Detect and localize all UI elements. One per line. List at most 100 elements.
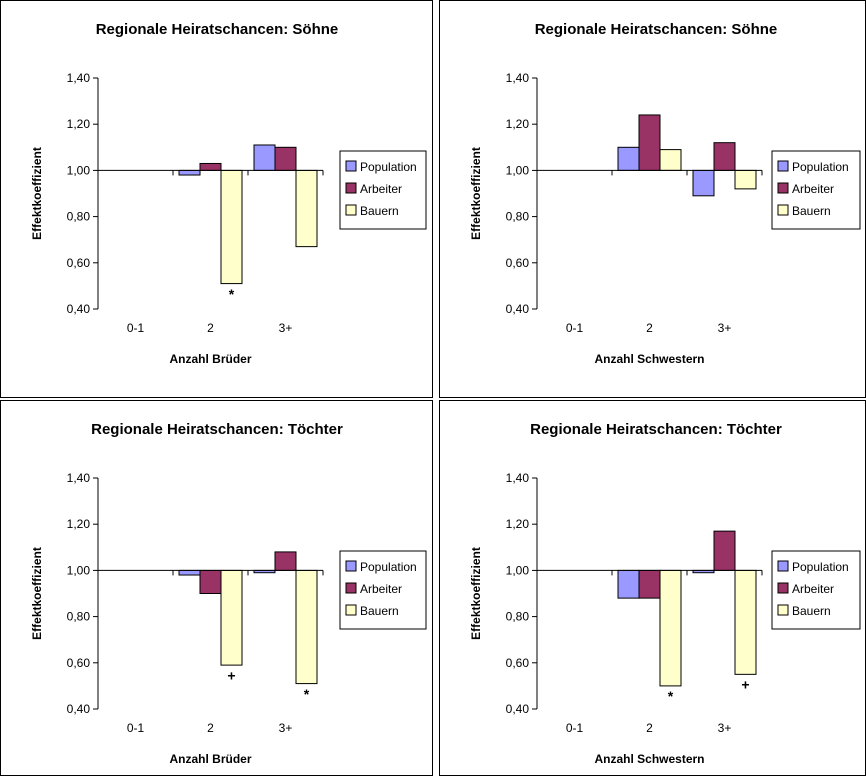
chart-title: Regionale Heiratschancen: Töchter: [91, 421, 343, 438]
bar-bauern-2: [659, 149, 682, 171]
bar-population-3+: [692, 169, 715, 197]
significance-marker: *: [668, 688, 674, 704]
legend-swatch: [345, 560, 357, 572]
y-tick-label: 1,00: [506, 163, 530, 177]
bar-arbeiter-3+: [274, 146, 297, 171]
bar-arbeiter-2: [638, 569, 661, 599]
y-tick-label: 0,40: [67, 702, 91, 716]
chart-title: Regionale Heiratschancen: Töchter: [530, 421, 782, 438]
bar-population-2: [617, 569, 640, 599]
y-tick-label: 0,80: [506, 610, 530, 624]
y-axis-label: Effektkoeffizient: [469, 547, 483, 640]
legend-swatch: [777, 582, 789, 594]
chart-panel-toechter-brueder: Regionale Heiratschancen: Töchter 0,40 0,6…: [0, 400, 433, 776]
y-tick-label: 1,00: [506, 563, 530, 577]
y-tick-label: 0,60: [67, 656, 91, 670]
bar-arbeiter-3+: [274, 551, 297, 571]
chart-title: Regionale Heiratschancen: Söhne: [535, 21, 778, 38]
x-axis-label: Anzahl Schwestern: [594, 752, 704, 766]
chart-panel-toechter-schwestern: Regionale Heiratschancen: Töchter 0,40 0,6…: [439, 400, 866, 776]
y-tick-label: 1,40: [506, 71, 530, 85]
y-tick-label: 0,60: [67, 256, 91, 270]
bar-bauern-2: [220, 569, 243, 666]
y-tick-label: 1,00: [67, 163, 91, 177]
y-tick-label: 1,20: [67, 117, 91, 131]
legend-swatch: [777, 160, 789, 172]
bar-bauern-2: [659, 569, 682, 687]
x-tick-label: 0-1: [566, 721, 584, 735]
legend-entry: Arbeiter: [360, 182, 402, 196]
bar-bauern-3+: [734, 169, 757, 190]
x-tick-label: 0-1: [127, 321, 145, 335]
bar-arbeiter-3+: [713, 142, 736, 171]
y-tick-label: 0,80: [67, 610, 91, 624]
x-tick-label: 3+: [718, 721, 732, 735]
legend-swatch: [777, 560, 789, 572]
legend-entry: Population: [360, 560, 417, 574]
y-tick-label: 0,40: [506, 702, 530, 716]
y-tick-label: 1,20: [506, 517, 530, 531]
x-axis-label: Anzahl Schwestern: [594, 352, 704, 366]
bar-bauern-3+: [295, 169, 318, 248]
x-axis-label: Anzahl Brüder: [169, 352, 251, 366]
bar-arbeiter-2: [638, 114, 661, 171]
legend-entry: Arbeiter: [792, 582, 834, 596]
significance-marker: +: [741, 677, 749, 693]
x-axis-label: Anzahl Brüder: [169, 752, 251, 766]
y-tick-label: 0,40: [506, 302, 530, 316]
legend-entry: Bauern: [360, 604, 399, 618]
x-tick-label: 0-1: [127, 721, 145, 735]
bar-bauern-3+: [734, 569, 757, 675]
x-tick-label: 3+: [279, 721, 293, 735]
bar-arbeiter-2: [199, 569, 222, 594]
legend-entry: Bauern: [792, 604, 831, 618]
bar-arbeiter-2: [199, 162, 222, 171]
significance-marker: *: [229, 286, 235, 302]
legend-entry: Population: [360, 160, 417, 174]
bar-population-2: [178, 569, 201, 576]
y-axis-label: Effektkoeffizient: [30, 147, 44, 240]
x-tick-label: 3+: [718, 321, 732, 335]
legend-entry: Population: [792, 560, 849, 574]
bar-bauern-2: [220, 169, 243, 285]
chart-svg-toechter-brueder: Regionale Heiratschancen: Töchter 0,40 0,6…: [30, 421, 427, 766]
y-axis-label: Effektkoeffizient: [30, 547, 44, 640]
bar-bauern-3+: [295, 569, 318, 685]
bar-arbeiter-3+: [713, 530, 736, 571]
legend-swatch: [345, 160, 357, 172]
legend-entry: Bauern: [360, 204, 399, 218]
significance-marker: *: [304, 686, 310, 702]
chart-title: Regionale Heiratschancen: Söhne: [96, 21, 339, 38]
y-tick-label: 1,40: [67, 71, 91, 85]
legend-swatch: [345, 204, 357, 216]
y-axis-label: Effektkoeffizient: [469, 147, 483, 240]
x-tick-label: 2: [207, 321, 214, 335]
legend-swatch: [345, 604, 357, 616]
legend-swatch: [777, 182, 789, 194]
y-tick-label: 0,80: [506, 210, 530, 224]
chart-svg-toechter-schwestern: Regionale Heiratschancen: Töchter 0,40 0,6…: [469, 421, 861, 766]
bar-population-2: [178, 169, 201, 176]
x-tick-label: 2: [646, 321, 653, 335]
legend-swatch: [777, 604, 789, 616]
y-tick-label: 1,00: [67, 563, 91, 577]
x-tick-label: 2: [207, 721, 214, 735]
chart-panel-soehne-brueder: Regionale Heiratschancen: Söhne 0,40 0,60 0…: [0, 0, 433, 398]
x-tick-label: 0-1: [566, 321, 584, 335]
x-tick-label: 2: [646, 721, 653, 735]
chart-svg-soehne-schwestern: Regionale Heiratschancen: Söhne 0,40 0,60 0…: [469, 21, 861, 366]
y-tick-label: 1,40: [67, 471, 91, 485]
y-tick-label: 0,60: [506, 656, 530, 670]
legend-swatch: [345, 582, 357, 594]
legend-entry: Bauern: [792, 204, 831, 218]
chart-svg-soehne-brueder: Regionale Heiratschancen: Söhne 0,40 0,60 0…: [30, 21, 427, 366]
significance-marker: +: [227, 667, 235, 683]
y-tick-label: 1,40: [506, 471, 530, 485]
bar-population-2: [617, 146, 640, 171]
chart-panel-soehne-schwestern: Regionale Heiratschancen: Söhne 0,40 0,60 0…: [439, 0, 866, 398]
legend-entry: Population: [792, 160, 849, 174]
x-tick-label: 3+: [279, 321, 293, 335]
y-tick-label: 0,80: [67, 210, 91, 224]
legend-swatch: [777, 204, 789, 216]
legend-swatch: [345, 182, 357, 194]
